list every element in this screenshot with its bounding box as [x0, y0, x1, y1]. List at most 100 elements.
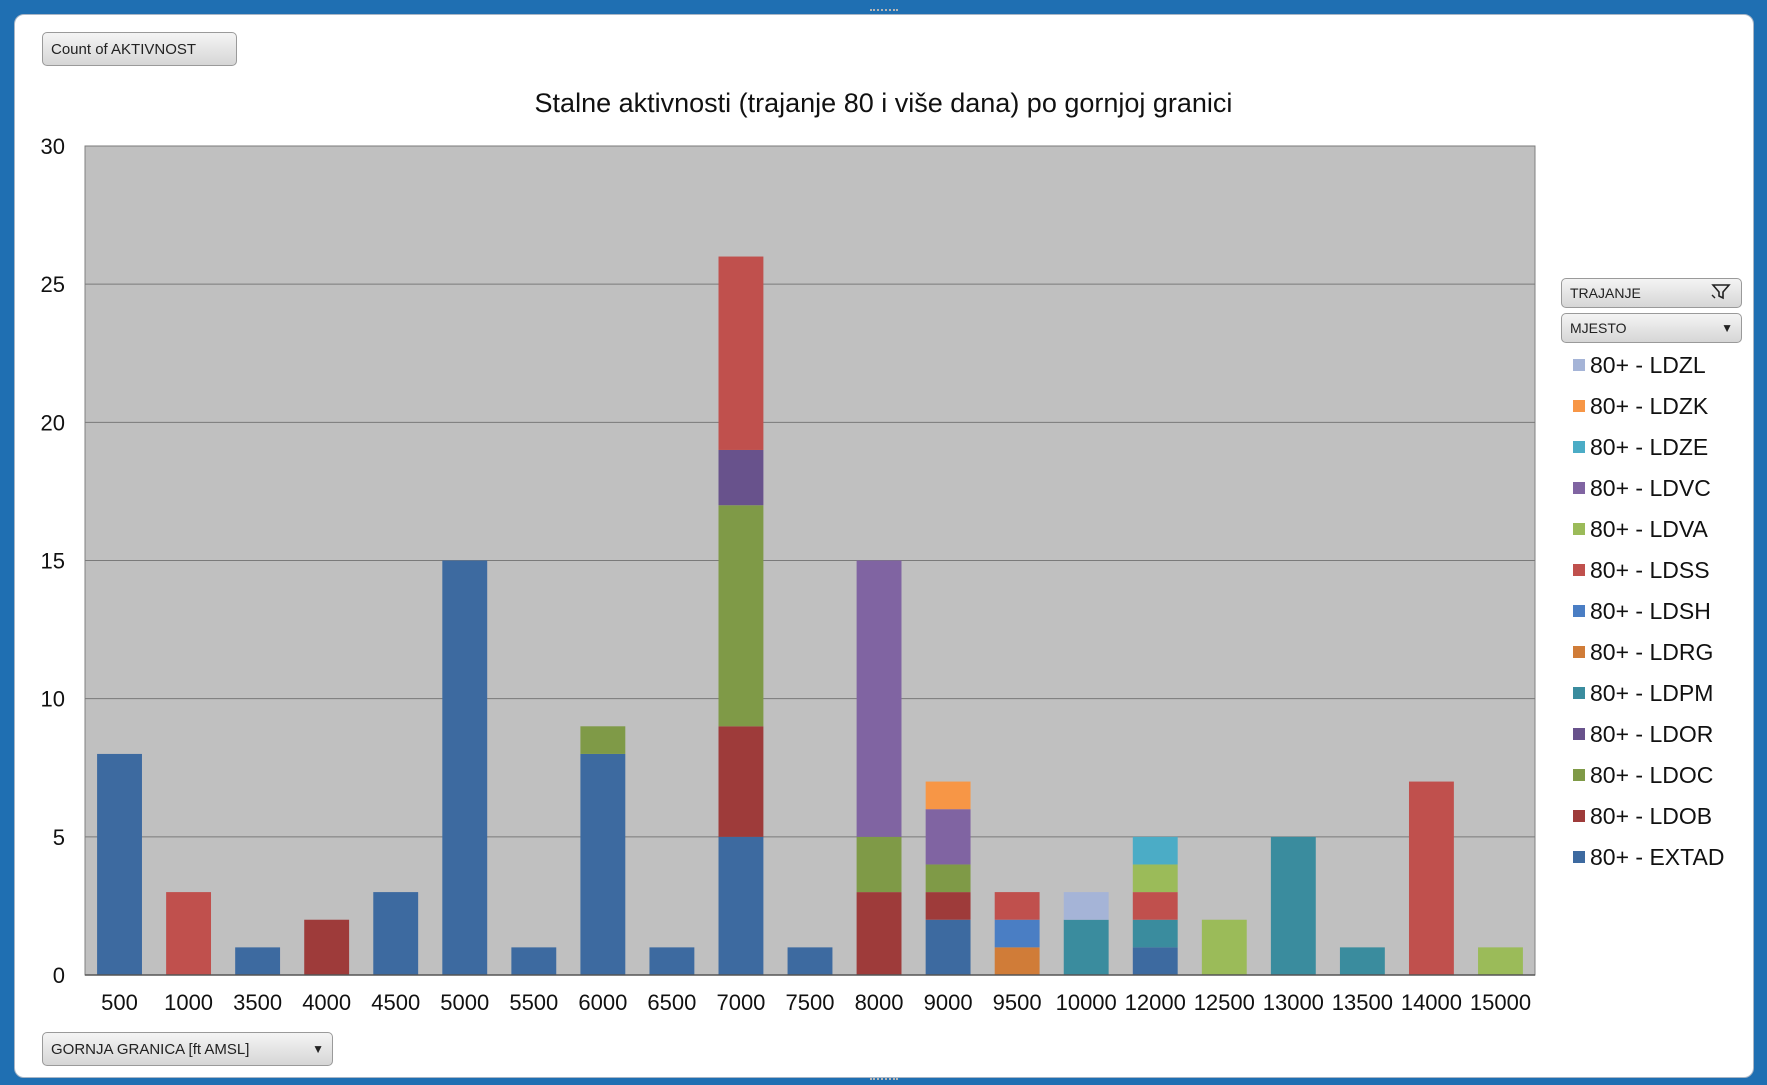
bar-segment: [925, 919, 971, 975]
bar-segment: [718, 836, 764, 975]
bar-segment: [994, 892, 1040, 920]
legend-item: 80+ - LDRG: [1573, 634, 1713, 670]
x-tick-label: 8000: [855, 990, 904, 1015]
bar-segment: [1132, 864, 1178, 893]
x-tick-label: 12000: [1125, 990, 1186, 1015]
legend-item: 80+ - LDVC: [1573, 470, 1711, 506]
bar-segment: [580, 753, 626, 975]
bar-segment: [97, 753, 142, 975]
x-tick-label: 14000: [1401, 990, 1462, 1015]
legend-label: 80+ - LDOC: [1590, 761, 1714, 788]
x-tick-label: 7500: [786, 990, 835, 1015]
legend-item: 80+ - LDOB: [1573, 798, 1712, 834]
values-field-label: Count of AKTIVNOST: [51, 40, 197, 58]
bar-segment: [925, 809, 971, 865]
legend-swatch: [1573, 564, 1585, 576]
bar-segment: [1132, 947, 1178, 975]
legend-label: 80+ - EXTAD: [1590, 843, 1725, 870]
x-tick-label: 12500: [1194, 990, 1255, 1015]
x-tick-label: 10000: [1056, 990, 1117, 1015]
x-tick-label: 9500: [993, 990, 1042, 1015]
x-tick-label: 1000: [164, 990, 213, 1015]
legend-swatch: [1573, 605, 1585, 617]
y-tick-label: 30: [41, 134, 65, 159]
y-tick-label: 25: [41, 272, 65, 297]
x-tick-label: 6000: [578, 990, 627, 1015]
bar-segment: [166, 892, 212, 975]
bar-segment: [787, 947, 833, 975]
bar-segment: [856, 836, 902, 893]
y-tick-label: 10: [41, 687, 65, 712]
resize-grip-top[interactable]: [870, 9, 898, 14]
legend-item: 80+ - LDSS: [1573, 552, 1710, 588]
legend-item: 80+ - EXTAD: [1573, 839, 1724, 875]
chart-title: Stalne aktivnosti (trajanje 80 i više da…: [534, 88, 1233, 118]
chevron-down-icon[interactable]: ▼: [312, 1042, 324, 1056]
bar-segment: [1132, 836, 1178, 865]
legend-item: 80+ - LDZE: [1573, 429, 1708, 465]
x-tick-label: 4000: [302, 990, 351, 1015]
bar-segment: [718, 726, 764, 837]
x-tick-label: 5500: [509, 990, 558, 1015]
legend-item: 80+ - LDPM: [1573, 675, 1713, 711]
bar-segment: [925, 781, 971, 810]
trajanje-filter-button[interactable]: TRAJANJE: [1561, 278, 1742, 308]
legend-swatch: [1573, 687, 1585, 699]
legend-label: 80+ - LDZE: [1590, 433, 1709, 460]
bar-segment: [1408, 781, 1454, 975]
bar-segment: [718, 449, 764, 506]
resize-grip-bottom[interactable]: [870, 1078, 898, 1083]
x-tick-label: 4500: [371, 990, 420, 1015]
legend-label: 80+ - LDSH: [1590, 597, 1711, 624]
bar-segment: [1063, 892, 1109, 920]
y-tick-label: 20: [41, 410, 65, 435]
x-tick-label: 500: [101, 990, 138, 1015]
bar-segment: [994, 947, 1040, 975]
values-field-button[interactable]: Count of AKTIVNOST: [42, 32, 237, 66]
x-tick-label: 7000: [716, 990, 765, 1015]
legend-swatch: [1573, 359, 1585, 371]
bar-segment: [856, 892, 902, 975]
bar-segment: [1063, 919, 1109, 975]
bar-segment: [1201, 919, 1247, 975]
legend-swatch: [1573, 810, 1585, 822]
legend-label: 80+ - LDZL: [1590, 351, 1706, 378]
mjesto-filter-button[interactable]: MJESTO ▼: [1561, 313, 1742, 343]
legend-swatch: [1573, 482, 1585, 494]
bar-segment: [925, 892, 971, 920]
legend-label: 80+ - LDRG: [1590, 638, 1714, 665]
legend-label: 80+ - LDSS: [1590, 556, 1710, 583]
axis-field-label: GORNJA GRANICA [ft AMSL]: [51, 1040, 250, 1058]
trajanje-filter-label: TRAJANJE: [1570, 285, 1641, 301]
bar-segment: [649, 947, 695, 975]
legend-label: 80+ - LDZK: [1590, 392, 1709, 419]
bar-segment: [373, 892, 419, 975]
legend-swatch: [1573, 441, 1585, 453]
bar-segment: [925, 864, 971, 893]
bar-segment: [1339, 947, 1385, 975]
legend-item: 80+ - LDSH: [1573, 593, 1711, 629]
legend-label: 80+ - LDVC: [1590, 474, 1711, 501]
y-tick-label: 5: [53, 825, 65, 850]
bar-segment: [580, 726, 626, 754]
x-tick-label: 13500: [1332, 990, 1393, 1015]
bar-segment: [1132, 892, 1178, 920]
x-tick-label: 3500: [233, 990, 282, 1015]
bar-segment: [718, 256, 764, 450]
x-tick-label: 9000: [924, 990, 973, 1015]
axis-field-button[interactable]: GORNJA GRANICA [ft AMSL] ▼: [42, 1032, 333, 1066]
chevron-down-icon[interactable]: ▼: [1721, 321, 1733, 335]
bar-segment: [511, 947, 557, 975]
legend-label: 80+ - LDOB: [1590, 802, 1713, 829]
y-tick-label: 15: [41, 549, 65, 574]
bar-segment: [718, 505, 764, 727]
filter-icon[interactable]: [1711, 283, 1733, 304]
bar-segment: [1478, 947, 1523, 975]
legend-item: 80+ - LDOC: [1573, 757, 1713, 793]
legend-swatch: [1573, 523, 1585, 535]
bar-segment: [856, 560, 902, 837]
legend-label: 80+ - LDPM: [1590, 679, 1714, 706]
bar-segment: [304, 919, 350, 975]
legend-label: 80+ - LDVA: [1590, 515, 1708, 542]
